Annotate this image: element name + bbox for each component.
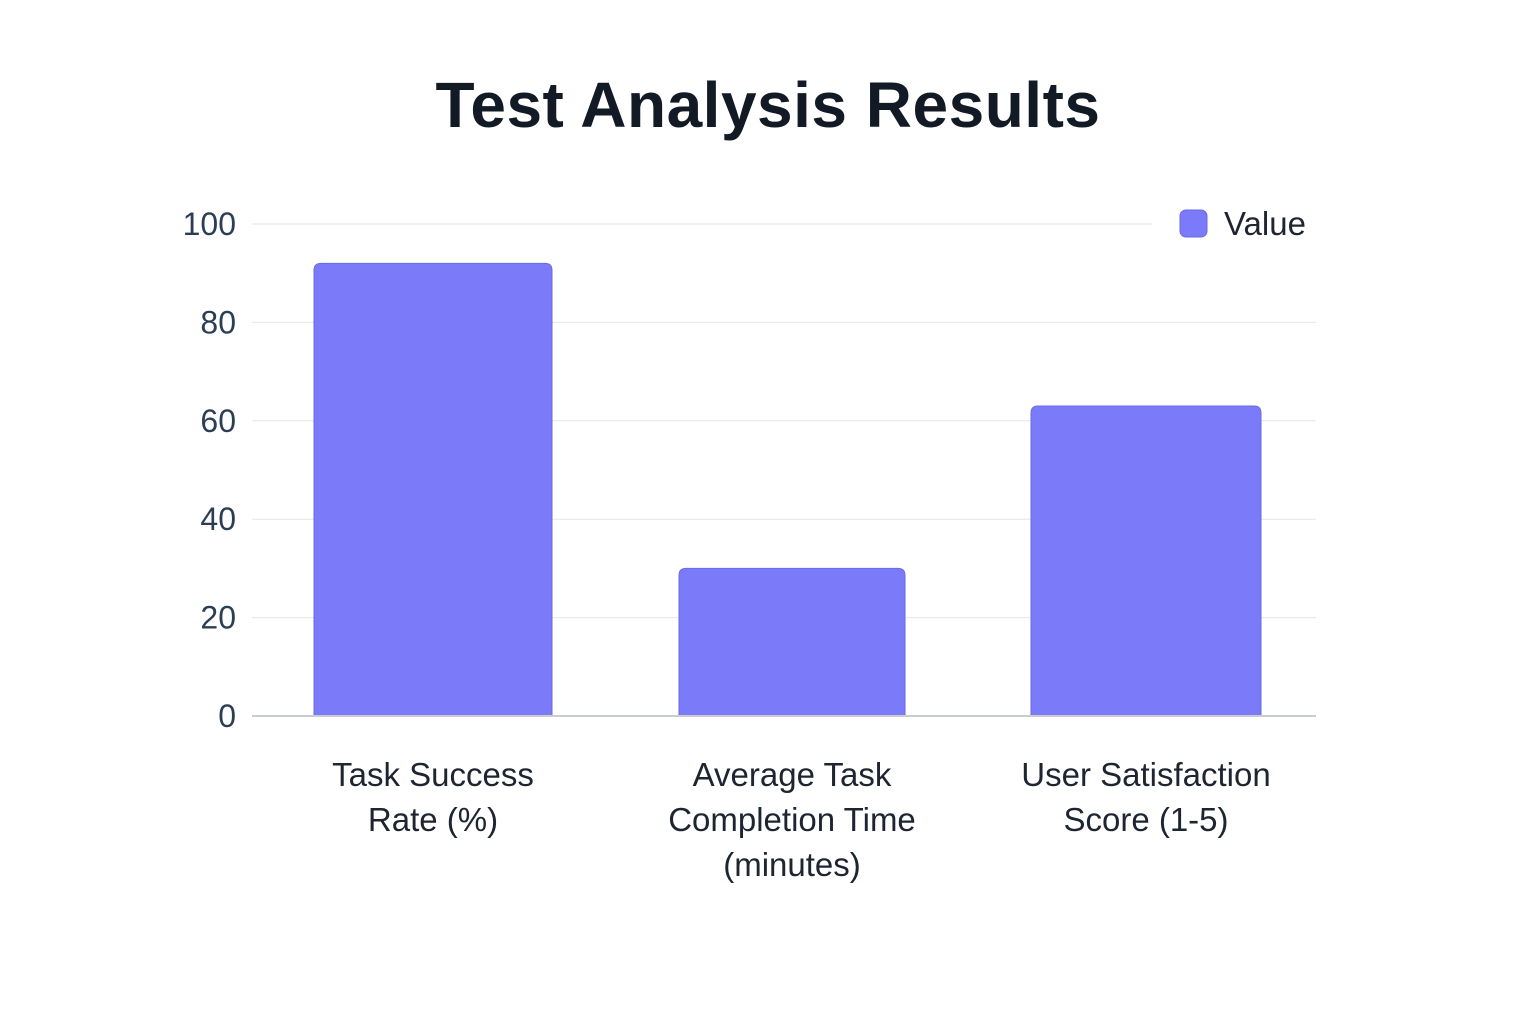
- legend-label: Value: [1224, 205, 1306, 242]
- legend: Value: [1179, 205, 1306, 242]
- chart-title: Test Analysis Results: [435, 69, 1101, 141]
- y-tick-label: 100: [183, 206, 236, 242]
- y-tick-label: 80: [200, 304, 236, 340]
- bar: [678, 567, 906, 717]
- bar: [313, 262, 553, 717]
- y-tick-label: 20: [200, 600, 236, 636]
- y-tick-label: 60: [200, 403, 236, 439]
- bar: [1030, 405, 1262, 717]
- x-axis-labels: Task Success Rate (%) Average Task Completi…: [332, 756, 1271, 883]
- x-category-label: Task Success Rate (%): [332, 756, 534, 838]
- y-tick-label: 0: [218, 698, 236, 734]
- x-category-label: User Satisfaction Score (1-5): [1021, 756, 1270, 838]
- x-category-label: Average Task Completion Time (minutes): [668, 756, 916, 883]
- y-tick-label: 40: [200, 501, 236, 537]
- legend-swatch: [1179, 209, 1208, 238]
- bars: [313, 262, 1262, 717]
- y-axis-ticks: 0 20 40 60 80 100: [183, 206, 236, 734]
